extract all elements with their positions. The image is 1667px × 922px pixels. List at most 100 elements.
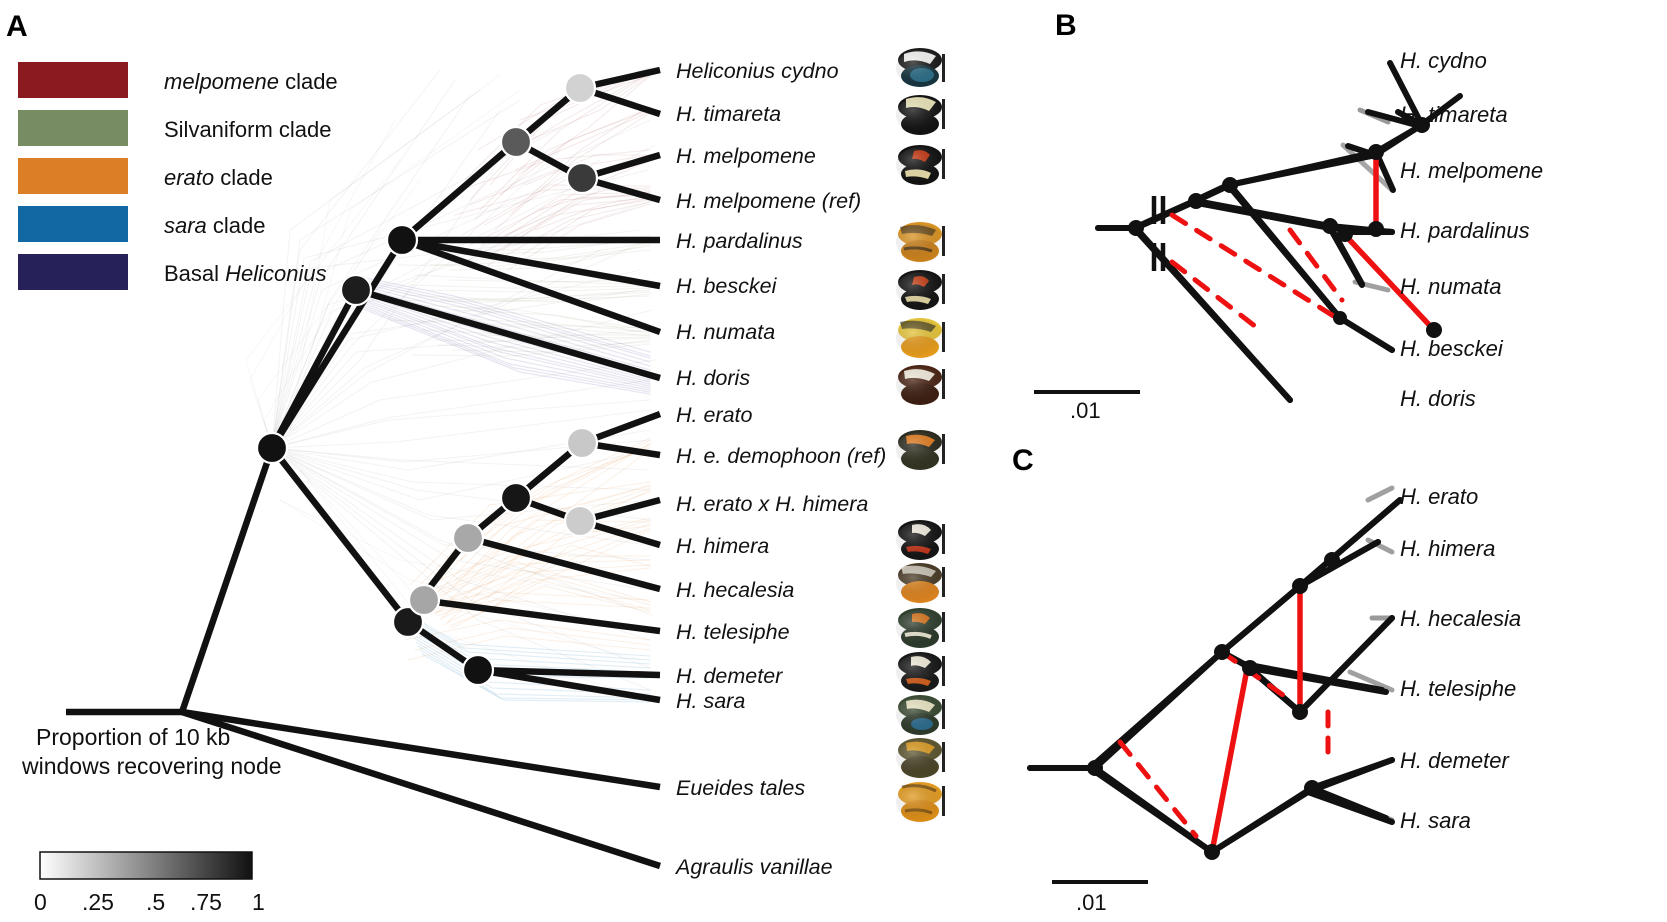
b-node-silvaniform [1322,218,1338,234]
colorbar-tick-0: 0 [34,889,47,915]
c-node-erato-himera [1292,578,1308,594]
panel-b-introgression [1169,149,1437,333]
butterfly-sara [896,738,945,778]
tip-label-h-himera: H. himera [676,534,769,558]
introgression-dashed-mid [1287,227,1345,303]
tip-label-h-pardalinus: H. pardalinus [676,229,803,253]
tip-label-h-melpomene-ref: H. melpomene (ref) [676,189,861,213]
colorbar-caption-line1: Proportion of 10 kb [36,724,230,750]
panel-b: B [1034,9,1543,423]
tip-label-h-numata: H. numata [676,320,775,344]
c-introgression-dashed-lower [1117,739,1199,839]
butterfly-melpomene [896,145,945,185]
node-erato-group [499,481,533,515]
introgression-dashed-lower [1169,259,1263,333]
tip-label-h-besckei: H. besckei [676,274,778,298]
branch-eueides-tales [181,708,661,791]
node-melp-silv [385,223,419,257]
butterfly-pardalinus [896,222,945,262]
colorbar-tick-75: .75 [190,889,222,915]
butterfly-hecalesia [896,608,945,648]
legend-label-melpomene-rest: clade [279,69,338,94]
c-tip-label-h-hecalesia: H. hecalesia [1400,606,1521,631]
tip-label-eueides-tales: Eueides tales [676,776,805,800]
branch-h-hecalesia [467,534,661,593]
branch-h-doris [355,286,661,382]
node-melpomene-pair [565,161,599,195]
colorbar-caption-line2: windows recovering node [21,753,282,779]
node-erato-telesiphe [407,583,441,617]
panel-a-letter: A [6,10,28,43]
c-introgression-solid-erato-sara [1209,661,1251,855]
c-tip-label-h-telesiphe: H. telesiphe [1400,676,1516,701]
butterfly-erato [896,430,945,470]
butterfly-himera [896,563,945,603]
legend-label-melpomene: melpomene clade [164,69,338,94]
tip-label-h-doris: H. doris [676,366,750,390]
butterfly-vanillae [896,782,945,822]
butterfly-cydno [896,48,945,87]
b-node-root [1128,220,1144,236]
b-tip-label-h-cydno: H. cydno [1400,48,1487,73]
c-tip-label-h-demeter: H. demeter [1400,748,1510,773]
legend-label-silvaniform: Silvaniform clade [164,117,332,142]
b-scalebar-label: .01 [1070,398,1101,423]
branch-h-numata [400,236,662,336]
support-colorbar: Proportion of 10 kb windows recovering n… [21,724,282,915]
c-node-erato-hecalesia-split [1242,660,1258,676]
panel-b-scalebar: .01 [1034,390,1140,423]
c-tail-erato [1365,485,1395,503]
butterfly-specimen-column [896,48,945,822]
panel-b-tip-labels: H. cydno H. timareta H. melpomene H. par… [1400,48,1543,411]
branch-to-basal-node [269,288,359,450]
legend-label-basal-italic: Heliconius [225,261,327,286]
panel-a-support-nodes [255,71,599,687]
panel-b-tree-clean [1095,60,1425,403]
tip-label-h-hecalesia: H. hecalesia [676,578,794,602]
colorbar-tick-5: .5 [146,889,165,915]
panel-a: A melpomene clade Silvaniform clade erat… [6,10,945,915]
branch-to-melpomene-clade [399,139,519,243]
legend-swatch-silvaniform [18,110,128,146]
b-tip-label-h-numata: H. numata [1400,274,1502,299]
colorbar-gradient [39,851,253,880]
panel-b-nodes [1128,117,1442,338]
c-node-erato-pair [1324,552,1340,568]
node-heliconius-core [339,273,373,307]
legend-label-sara: sara clade [164,213,266,238]
node-erato-sara-split [391,605,425,639]
branch-agraulis-vanillae [181,708,661,870]
legend-label-sara-italic: sara [164,213,207,238]
c-node-erato-core [1214,644,1230,660]
c-introgression-dashed-upper [1219,649,1293,703]
legend-label-erato-rest: clade [214,165,273,190]
clade-legend: melpomene clade Silvaniform clade erato … [18,62,338,290]
panel-c-nodes [1087,552,1340,860]
legend-label-basal-rest: Basal [164,261,225,286]
b-node-pardalinus-anchor [1337,226,1353,242]
butterfly-numata [896,318,945,358]
branch-h-sara [477,666,661,704]
legend-label-basal: Basal Heliconius [164,261,327,286]
butterfly-telesiphe [896,652,945,692]
panel-c: C [1012,444,1521,915]
tail-melpomene [1340,142,1395,193]
legend-swatch-erato [18,158,128,194]
c-tip-label-h-sara: H. sara [1400,808,1471,833]
b-tip-label-h-pardalinus: H. pardalinus [1400,218,1530,243]
panel-c-introgression [1117,583,1331,855]
butterfly-doris [896,365,945,405]
b-branch-h-timareta-upper [1365,109,1423,129]
node-melpomene-clade [499,125,533,159]
node-cydno-timareta [563,71,597,105]
panel-b-branch-breaks [1151,196,1166,271]
node-erato-demophoon [565,426,599,460]
legend-label-erato-italic: erato [164,165,214,190]
introgression-dashed-upper [1169,212,1343,323]
tip-label-h-erato: H. erato [676,403,753,427]
legend-label-sara-rest: clade [207,213,266,238]
butterfly-timareta [896,95,945,135]
tip-label-h-sara: H. sara [676,689,745,713]
colorbar-tick-1: 1 [252,889,265,915]
